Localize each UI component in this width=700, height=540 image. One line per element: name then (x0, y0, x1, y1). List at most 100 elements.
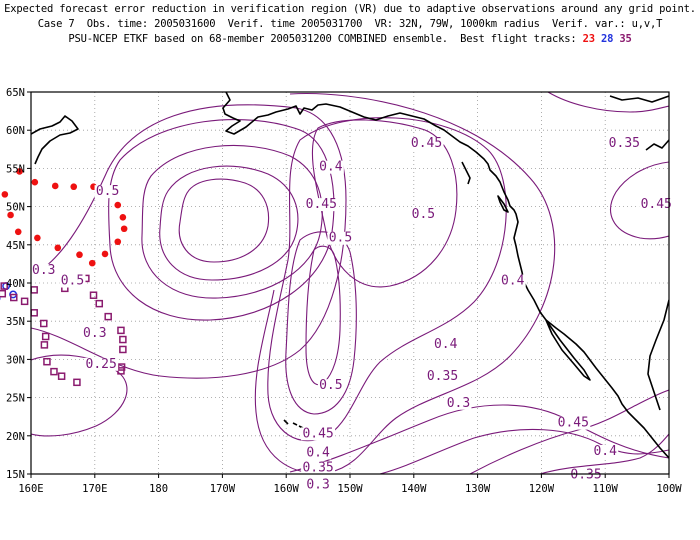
contour-label: 0.3 (447, 396, 470, 411)
contour-label-bg (410, 208, 437, 222)
contour-label-bg (317, 379, 344, 393)
contour-0.45-west (159, 165, 299, 281)
track-35-point (73, 378, 81, 387)
contour-label-bg (639, 198, 674, 212)
contour-labels: 0.45 0.350.50.40.450.50.450.50.30.5 0.40.3… (30, 136, 674, 493)
title-line-3: PSU-NCEP ETKF based on 68-member 2005031… (0, 32, 700, 47)
track-23-point (70, 183, 78, 191)
lat-tick-label: 40N (6, 278, 25, 290)
track-35-point (43, 357, 51, 366)
chart-header: Expected forecast error reduction in ver… (0, 2, 700, 47)
track-35-point (117, 363, 126, 371)
track-23-point (54, 244, 62, 252)
contour-label: 0.5 (61, 274, 84, 289)
lon-tick-label: 110W (593, 483, 619, 495)
lon-tick-label: 130W (465, 483, 491, 495)
contour-0.35-center (254, 92, 556, 474)
track-35-point (89, 291, 98, 299)
track-35-point (0, 289, 7, 298)
contour-label-bg (81, 327, 108, 341)
track-23-point (14, 228, 22, 236)
contour-label-bg (317, 160, 344, 174)
contour-0.35-south (539, 433, 669, 474)
contour-label: 0.35 (570, 468, 601, 483)
lat-tick-label: 55N (6, 163, 25, 175)
lon-tick-label: 140W (401, 483, 427, 495)
coastline-gulf-mexico (647, 299, 669, 411)
contour-label-bg (499, 274, 526, 288)
title-line-2: Case 7 Obs. time: 2005031600 Verif. time… (37, 18, 663, 30)
track-35-point (57, 372, 66, 380)
contour-label: 0.45 (411, 136, 442, 151)
lat-tick-label: 50N (6, 202, 25, 214)
track-35-point (104, 312, 112, 321)
contour-label-bg (569, 468, 604, 482)
contour-0.25-west (31, 354, 128, 437)
lon-tick-label: 170W (210, 483, 236, 495)
track-23-point (1, 191, 9, 198)
contour-label-bg (304, 198, 339, 212)
contour-label: 0.25 (86, 357, 117, 372)
lon-tick-label: 180 (149, 483, 168, 495)
contour-lines (31, 92, 669, 474)
track-23-point (119, 213, 127, 221)
contour-0.35-east (547, 92, 669, 113)
contour-label: 0.45 (306, 197, 337, 212)
contour-0.45-east (610, 161, 669, 240)
lat-tick-label: 35N (6, 316, 25, 328)
lat-tick-label: 65N (6, 87, 25, 99)
contour-label-bg (432, 337, 459, 351)
contour-0.45-center (285, 231, 357, 415)
lat-tick-label: 60N (6, 125, 25, 137)
contour-label: 0.5 (412, 207, 435, 222)
contour-label: 0.5 (96, 184, 119, 199)
contour-label: 0.5 (319, 378, 342, 393)
track-23-point (16, 168, 23, 175)
contour-label: 0.35 (609, 136, 640, 151)
track-35-point (20, 297, 29, 306)
track-23-point (114, 238, 122, 246)
contour-label: 0.3 (83, 326, 106, 341)
contour-0.45-north (311, 119, 458, 288)
track-23-point (7, 211, 14, 219)
contour-label: 0.45 (558, 416, 589, 431)
lat-tick-label: 30N (6, 354, 25, 366)
contour-label-bg (84, 357, 119, 371)
coastline-kamchatka (31, 115, 79, 165)
contour-label: 0.4 (593, 444, 617, 459)
track-35-point (119, 335, 127, 344)
contour-label: 0.3 (32, 263, 55, 278)
contour-0.4-west (141, 144, 323, 299)
title-line-1: Expected forecast error reduction in ver… (4, 3, 696, 15)
contour-0.3-band (31, 104, 347, 379)
contour-label: 0.45 (641, 197, 672, 212)
flight-tracks (0, 168, 128, 387)
track-23-point (31, 178, 39, 186)
track-23-point (88, 259, 96, 267)
track-35-point (95, 299, 104, 308)
contour-label-bg (301, 461, 336, 475)
contour-label-bg (305, 478, 332, 492)
coastline-baja (545, 319, 591, 381)
contour-0.5-center (305, 245, 341, 386)
contour-label: 0.4 (306, 445, 330, 460)
track-35-point (41, 332, 50, 341)
lon-tick-label: 150W (337, 483, 363, 495)
track-35-point (119, 345, 127, 354)
track-23-point (51, 182, 59, 190)
track-23-point (34, 234, 41, 242)
track-23-point (114, 201, 122, 209)
lat-tick-label: 15N (6, 469, 25, 481)
coastline-bc-islands (461, 161, 471, 185)
track-35-point (40, 341, 49, 349)
contour-label-bg (425, 370, 460, 384)
coastline-hawaii (283, 419, 304, 429)
contour-0.5-west (178, 178, 270, 263)
track-23-point (120, 225, 128, 233)
track-label-23: 23 (582, 33, 595, 45)
contour-label: 0.35 (302, 461, 333, 476)
lat-tick-label: 25N (6, 393, 25, 405)
contour-0.4-center (267, 117, 507, 442)
track-35-point (0, 282, 8, 290)
